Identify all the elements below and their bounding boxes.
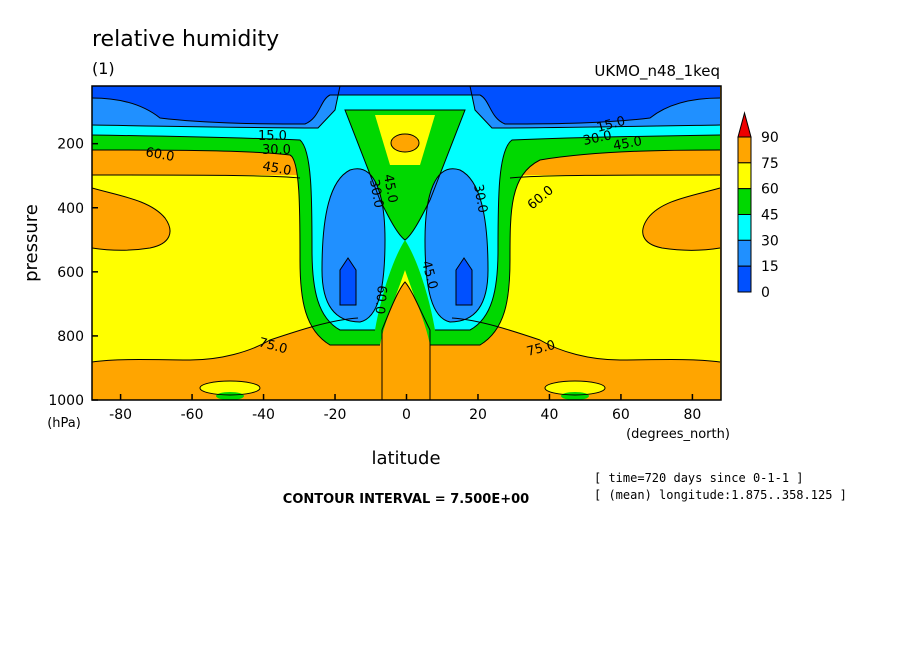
green-bl-north [561,392,589,400]
contour-label: 30.0 [582,128,613,149]
contour-label: 45.0 [418,259,440,291]
orange-lobe-south [92,188,170,251]
y-axis: 200 400 600 800 1000 [48,137,98,409]
y-tick-label: 600 [57,265,84,281]
contour-label: 75.0 [525,338,557,360]
colorbar-swatch [737,136,752,164]
colorbar-label: 0 [761,285,770,301]
contour-interval: CONTOUR INTERVAL = 7.500E+00 [283,492,529,507]
x-tick-label: 80 [683,407,701,423]
x-axis-label: latitude [371,448,440,469]
model-label: UKMO_n48_1keq [594,62,720,81]
y-axis-units: (hPa) [47,416,81,431]
x-axis: -80 -60 -40 -20 0 20 40 60 80 [109,394,701,423]
darkblue-core-north [456,258,472,305]
x-axis-units: (degrees_north) [626,427,730,442]
info-time: [ time=720 days since 0-1-1 ] [594,471,804,485]
x-tick-label: -20 [324,407,347,423]
colorbar-label: 15 [761,259,779,275]
band-0-15 [92,86,720,124]
darkblue-core-south [340,258,356,305]
info-longitude: [ (mean) longitude:1.875..358.125 ] [594,488,847,502]
y-tick-label: 400 [57,201,84,217]
contour-label: 45.0 [612,134,643,154]
yellow-bl-south [200,381,260,395]
x-tick-label: -60 [181,407,204,423]
colorbar-swatch [737,239,752,267]
colorbar-label: 60 [761,182,779,198]
x-tick-label: 60 [612,407,630,423]
x-tick-label: -80 [109,407,132,423]
x-tick-label: 40 [541,407,559,423]
colorbar: 90 75 60 45 30 15 0 [737,111,779,301]
contour-label: 15.0 [258,129,287,144]
contour-label: 30.0 [262,143,291,158]
colorbar-label: 45 [761,208,779,224]
green-bl-south [216,392,244,400]
y-tick-label: 800 [57,329,84,345]
y-axis-label: pressure [21,204,42,282]
chart-subtitle: (1) [92,59,115,78]
contour-lines [92,86,721,400]
contour-label: 30.0 [470,183,490,214]
x-tick-label: 20 [469,407,487,423]
contour-label: 15.0 [595,114,627,136]
contour-label: 60.0 [144,145,175,165]
contour-field: 15.0 30.0 45.0 60.0 75.0 15.0 30.0 45.0 … [92,86,721,400]
x-tick-label: 0 [402,407,411,423]
y-tick-label: 1000 [48,393,84,409]
chart-title: relative humidity [92,27,279,52]
colorbar-label: 75 [761,156,779,172]
yellow-bl-north [545,381,605,395]
contour-label-group: 15.0 30.0 45.0 60.0 75.0 15.0 30.0 45.0 … [144,114,643,360]
colorbar-label: 30 [761,233,779,249]
x-tick-label: -40 [252,407,275,423]
contour-label: 75.0 [257,335,289,357]
contour-label: 45.0 [261,159,292,179]
colorbar-swatch [737,214,752,241]
colorbar-max-triangle [737,111,752,138]
colorbar-swatch [737,188,752,216]
orange-lobe-north [642,188,720,251]
contour-label: 45.0 [380,173,400,204]
orange-tropical-column [382,282,430,400]
colorbar-swatch [737,162,752,190]
y-tick-label: 200 [57,137,84,153]
colorbar-label: 90 [761,130,779,146]
blue-cell-south [322,168,385,322]
colorbar-swatch [737,265,752,293]
contour-label: 60.0 [371,285,388,315]
green-central-wedge [345,110,465,240]
contour-label: 30.0 [366,178,386,209]
orange-central-core [391,134,419,152]
